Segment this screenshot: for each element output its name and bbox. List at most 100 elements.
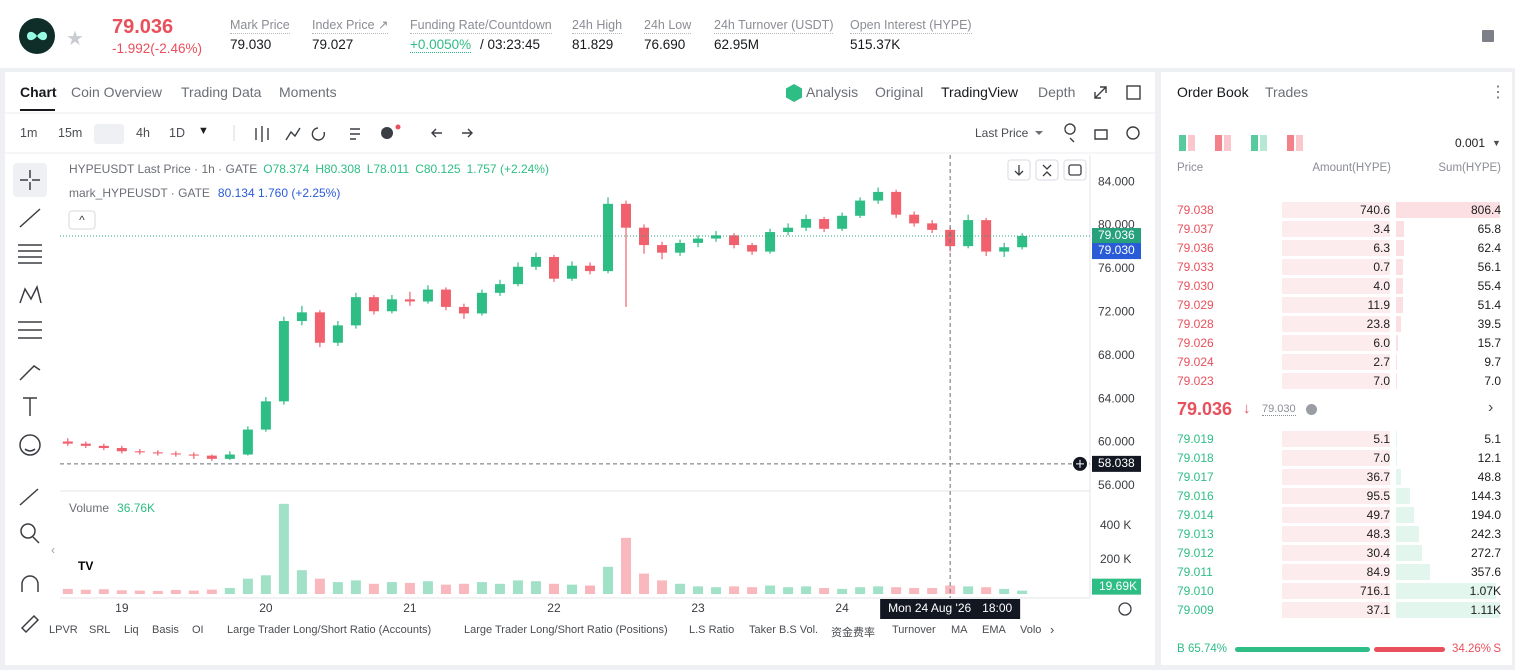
indicator[interactable]: LPVR <box>49 624 78 636</box>
ob-sum: 55.4 <box>1477 279 1501 293</box>
ob-view-icon[interactable] <box>1188 135 1195 151</box>
volume-bar <box>62 588 73 594</box>
price-tag-label: 79.036 <box>1098 228 1135 242</box>
sum-bar <box>1396 240 1405 256</box>
chart-tab[interactable]: Moments <box>279 84 337 100</box>
ob-view-icon[interactable] <box>1296 135 1303 151</box>
collapse-legend[interactable] <box>68 210 96 230</box>
volume-bar <box>80 589 91 594</box>
volume-bar <box>675 583 686 594</box>
candle-body <box>332 325 343 343</box>
ob-price[interactable]: 79.026 <box>1177 336 1214 350</box>
indicator[interactable]: EMA <box>982 624 1006 636</box>
price-tag <box>1092 243 1141 260</box>
ob-price[interactable]: 79.028 <box>1177 317 1214 331</box>
stat-label: 24h Turnover (USDT) <box>714 18 834 34</box>
chart-tab[interactable]: Trading Data <box>181 84 262 100</box>
crosshair-plus-icon <box>1076 459 1084 468</box>
interval-dropdown[interactable]: ▼ <box>198 125 209 137</box>
view-tab[interactable]: Analysis <box>806 84 859 100</box>
ob-price[interactable]: 79.014 <box>1177 508 1214 522</box>
indicator[interactable]: Volo <box>1020 624 1042 636</box>
indicator[interactable]: OI <box>192 624 204 636</box>
view-tab[interactable]: Original <box>875 84 924 100</box>
ob-price[interactable]: 79.009 <box>1177 603 1214 617</box>
ob-price[interactable]: 79.017 <box>1177 470 1214 484</box>
volume-bar <box>747 587 758 594</box>
volume-bar <box>1017 590 1028 594</box>
interval[interactable]: 15m <box>58 126 83 140</box>
ob-view-icon[interactable] <box>1260 135 1267 151</box>
ob-price[interactable]: 79.019 <box>1177 432 1214 446</box>
chart-tab[interactable]: Chart <box>20 84 57 100</box>
volume-bar <box>422 581 433 594</box>
candle-body <box>80 443 91 446</box>
indicator[interactable]: Large Trader Long/Short Ratio (Positions… <box>464 624 668 636</box>
chart-tab[interactable]: Coin Overview <box>71 84 163 100</box>
ob-price[interactable]: 79.037 <box>1177 222 1214 236</box>
ob-precision-caret[interactable]: ▼ <box>1492 138 1501 148</box>
legend-mark-title: mark_HYPEUSDT · GATE <box>69 186 210 200</box>
ob-amount: 36.7 <box>1366 470 1390 484</box>
indicator[interactable]: Basis <box>152 624 179 636</box>
sell-letter: S <box>1493 643 1501 655</box>
indicator[interactable]: 资金费率 <box>831 627 875 639</box>
view-tab[interactable]: Depth <box>1038 84 1076 100</box>
stat-value: 81.829 <box>572 37 614 52</box>
ob-amount: 4.0 <box>1373 279 1390 293</box>
interval[interactable]: 4h <box>136 126 150 140</box>
ob-tab[interactable]: Order Book <box>1177 84 1249 100</box>
indicator[interactable]: Turnover <box>892 624 936 636</box>
ob-price[interactable]: 79.033 <box>1177 260 1214 274</box>
indicator-dot <box>395 124 401 130</box>
interval[interactable]: 1D <box>169 126 185 140</box>
ob-view-icon[interactable] <box>1179 135 1186 151</box>
indicator-more[interactable]: › <box>1050 622 1055 637</box>
ob-price[interactable]: 79.016 <box>1177 489 1214 503</box>
ob-price[interactable]: 79.030 <box>1177 279 1214 293</box>
x-tick-label: 24 <box>835 601 849 615</box>
volume-bar <box>296 570 307 594</box>
ob-price[interactable]: 79.023 <box>1177 374 1214 388</box>
collapse-legend-icon[interactable]: ^ <box>79 213 85 227</box>
ob-view-icon[interactable] <box>1251 135 1258 151</box>
indicator[interactable]: MA <box>951 624 968 636</box>
interval[interactable]: 1m <box>20 126 38 140</box>
ob-amount: 23.8 <box>1366 317 1390 331</box>
amount-cell <box>1282 373 1390 389</box>
ob-view-icon[interactable] <box>1287 135 1294 151</box>
ob-price[interactable]: 79.011 <box>1177 565 1213 579</box>
ob-col: Sum(HYPE) <box>1438 162 1501 174</box>
view-tab[interactable]: TradingView <box>941 84 1019 100</box>
ob-price[interactable]: 79.012 <box>1177 546 1214 560</box>
indicator[interactable]: L.S Ratio <box>689 624 735 636</box>
ob-precision[interactable]: 0.001 <box>1455 136 1486 150</box>
volume-bar <box>981 587 992 594</box>
favorite-star[interactable]: ★ <box>66 28 84 50</box>
collapse-arrow[interactable]: ‹ <box>51 543 55 557</box>
ob-price[interactable]: 79.036 <box>1177 241 1214 255</box>
volume-bar <box>476 582 487 594</box>
price-type[interactable]: Last Price <box>975 126 1029 140</box>
indicator[interactable]: Large Trader Long/Short Ratio (Accounts) <box>227 624 432 636</box>
ob-price[interactable]: 79.013 <box>1177 527 1214 541</box>
ob-tab[interactable]: Trades <box>1265 84 1309 100</box>
ob-price[interactable]: 79.018 <box>1177 451 1214 465</box>
ob-view-icon[interactable] <box>1215 135 1222 151</box>
ob-price[interactable]: 79.029 <box>1177 298 1214 312</box>
ob-price[interactable]: 79.010 <box>1177 584 1214 598</box>
mid-chevron[interactable]: › <box>1488 399 1494 416</box>
ob-sum: 56.1 <box>1477 260 1501 274</box>
sum-bar <box>1396 354 1398 370</box>
ob-price[interactable]: 79.038 <box>1177 203 1214 217</box>
ob-price[interactable]: 79.024 <box>1177 355 1214 369</box>
ob-view-icon[interactable] <box>1224 135 1231 151</box>
indicator[interactable]: Taker B.S Vol. <box>749 624 819 636</box>
indicator[interactable]: SRL <box>89 624 111 636</box>
candle-body <box>278 321 289 402</box>
book-icon[interactable] <box>1480 28 1496 44</box>
indicator[interactable]: Liq <box>124 624 139 636</box>
volume-bar <box>801 586 812 594</box>
ob-menu[interactable]: ⋮ <box>1490 84 1506 101</box>
stat-value: 79.027 <box>312 37 354 52</box>
